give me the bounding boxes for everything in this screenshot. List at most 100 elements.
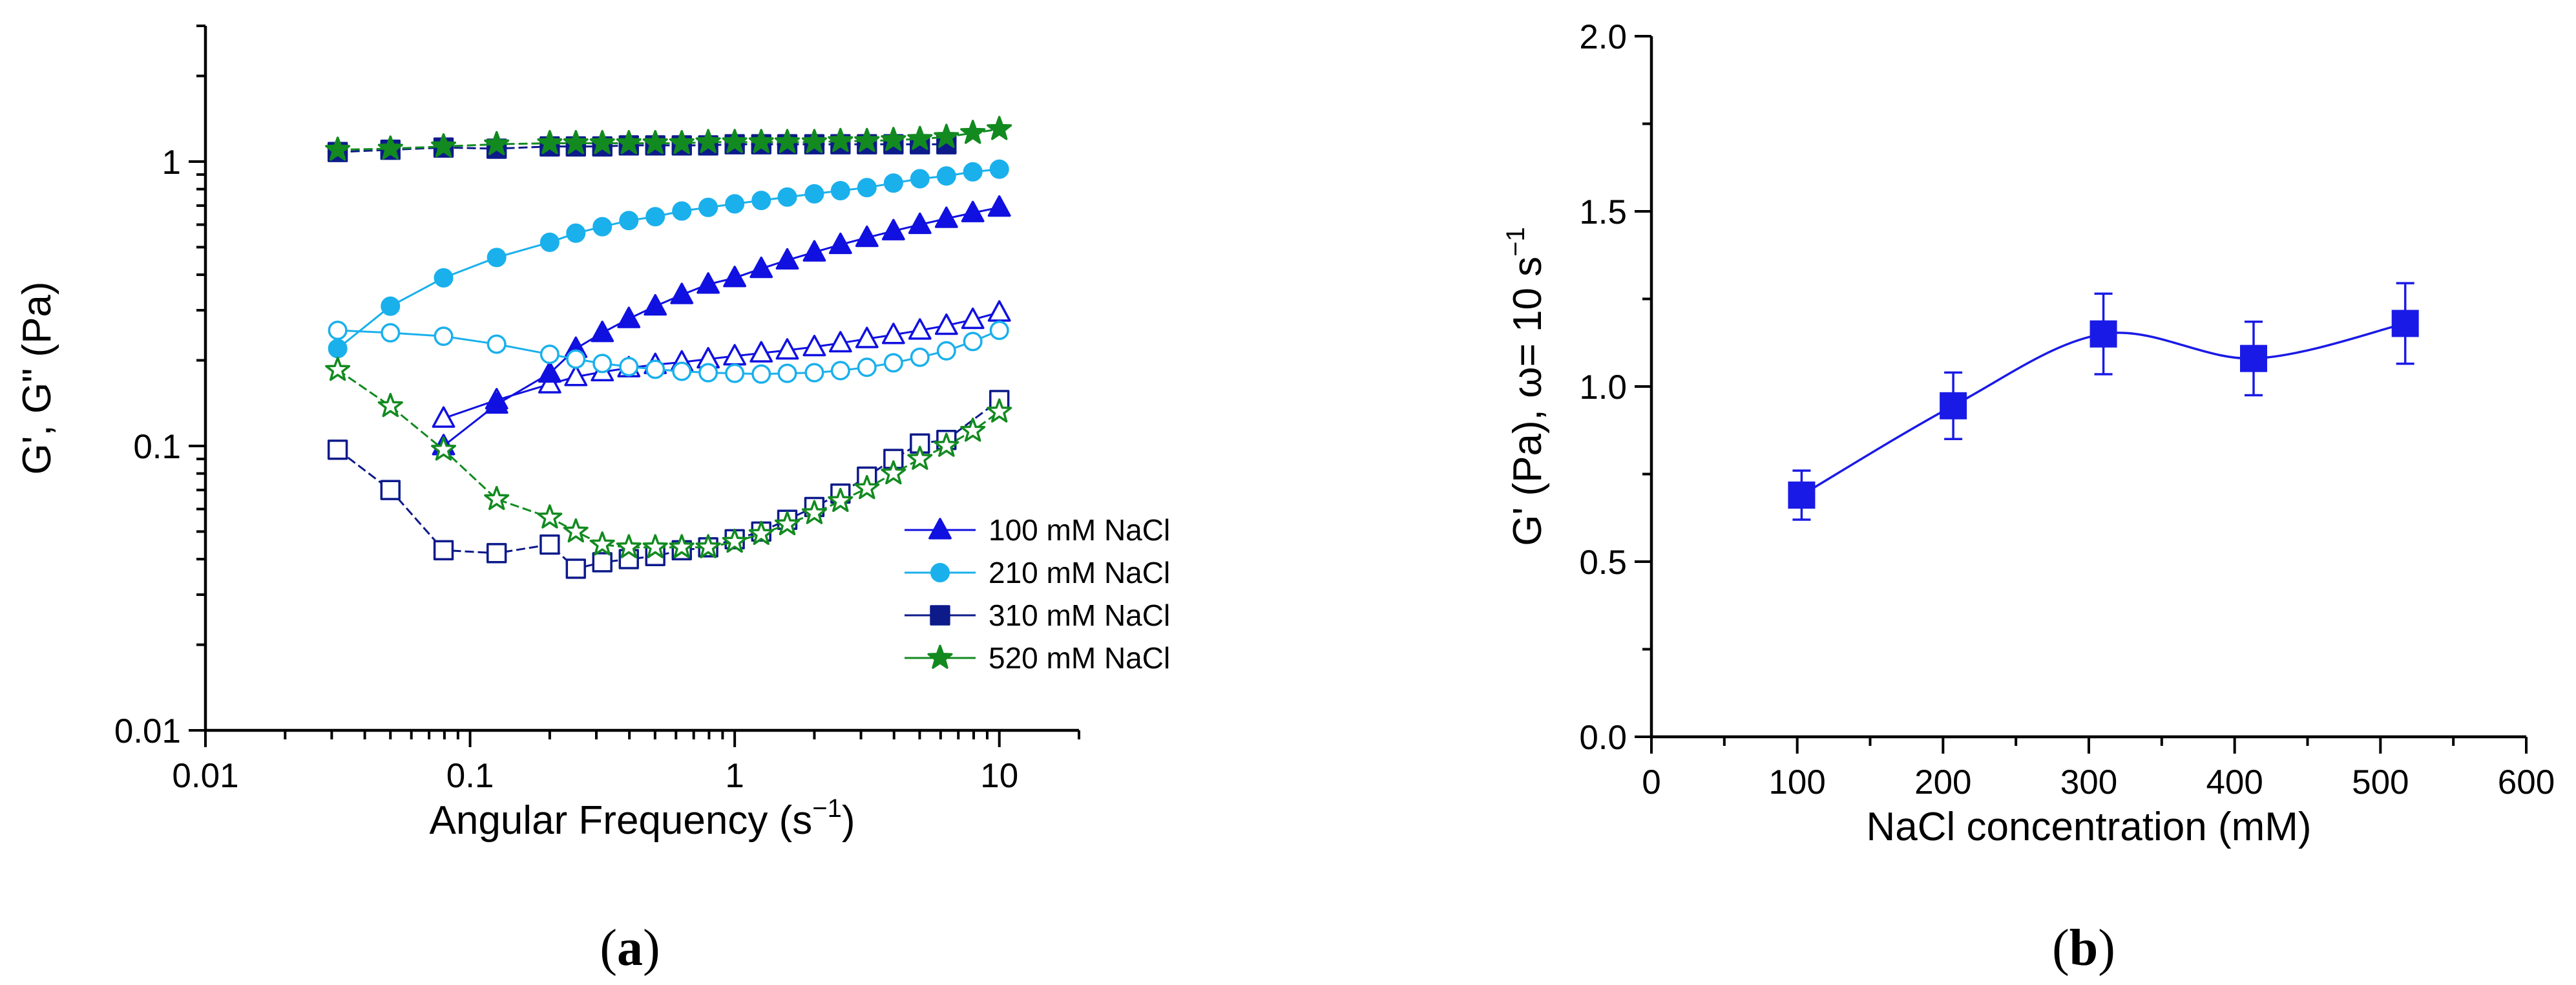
data-point <box>804 363 824 383</box>
x-tick-label: 200 <box>1914 763 1971 801</box>
data-point <box>989 159 1009 179</box>
legend-label: 310 mM NaCl <box>989 598 1170 632</box>
data-point <box>538 361 561 383</box>
data-point <box>619 357 639 377</box>
data-point <box>910 169 930 189</box>
data-point <box>828 127 853 153</box>
legend-marker <box>930 605 950 626</box>
data-point <box>328 339 348 359</box>
data-point <box>592 552 613 573</box>
data-point <box>2240 344 2268 372</box>
data-point <box>748 520 774 545</box>
data-point <box>881 218 905 240</box>
panel-b-tick-labels: 0 100 200 300 400 500 600 0.0 0.5 1.0 1.5 2.0 <box>1579 18 2555 801</box>
data-point <box>934 206 958 228</box>
data-point <box>855 326 879 348</box>
panel-a-axes-frame <box>204 26 1079 732</box>
y-tick-label: 1 <box>162 143 181 182</box>
data-point <box>486 543 507 564</box>
data-point <box>961 307 985 330</box>
data-point <box>934 313 958 335</box>
data-point <box>775 338 799 360</box>
data-point <box>616 130 642 154</box>
legend-label: 210 mM NaCl <box>989 556 1170 589</box>
data-point <box>698 197 718 217</box>
data-point <box>775 248 799 270</box>
data-point <box>987 116 1012 140</box>
data-point <box>432 406 456 428</box>
x-tick-label: 100 <box>1768 763 1825 801</box>
chart-panel-a: 0.01 0.1 1 10 0.01 0.1 1 Angular Frequency (s−… <box>15 25 1170 977</box>
data-point <box>963 162 983 182</box>
data-point <box>563 130 589 154</box>
data-point <box>672 201 692 221</box>
data-point <box>695 129 721 153</box>
data-point <box>960 418 986 442</box>
panel-b-axes-frame <box>1649 36 2526 739</box>
data-point <box>563 518 589 543</box>
data-point <box>960 120 986 144</box>
legend-marker <box>930 562 950 583</box>
data-point <box>644 294 667 316</box>
data-point <box>854 127 880 153</box>
data-point <box>881 127 906 151</box>
data-point <box>616 534 642 558</box>
data-point <box>910 433 930 454</box>
x-tick-label: 400 <box>2206 763 2263 801</box>
data-point <box>377 392 403 418</box>
data-point <box>855 225 879 248</box>
data-point <box>434 268 454 288</box>
data-point <box>487 334 507 354</box>
legend-label: 100 mM NaCl <box>989 513 1170 547</box>
data-point <box>642 130 668 154</box>
data-point <box>908 318 932 340</box>
y-tick-label: 0.0 <box>1579 719 1627 757</box>
data-point <box>802 240 826 262</box>
data-point <box>751 191 771 211</box>
data-point <box>828 331 852 353</box>
data-point <box>669 534 695 558</box>
data-point <box>989 321 1009 341</box>
data-point <box>722 528 748 553</box>
data-point <box>2089 320 2117 348</box>
panel-a-tick-labels: 0.01 0.1 1 10 0.01 0.1 1 <box>114 143 1018 795</box>
data-point <box>539 344 560 365</box>
data-point <box>325 356 351 381</box>
data-point <box>907 445 933 470</box>
x-tick-label: 300 <box>2060 763 2117 801</box>
panel-b-label: (b) <box>2052 920 2115 977</box>
data-point <box>2391 310 2419 337</box>
y-tick-label: 0.01 <box>114 712 181 750</box>
data-point <box>801 500 827 524</box>
panel-b-series <box>1788 282 2419 521</box>
data-point <box>381 323 401 343</box>
data-point <box>828 232 852 255</box>
data-point <box>380 480 401 500</box>
data-point <box>670 282 694 304</box>
data-point <box>327 440 348 460</box>
data-point <box>987 300 1011 322</box>
data-point <box>751 364 771 384</box>
data-point <box>854 474 880 500</box>
data-point <box>987 195 1011 217</box>
data-point <box>591 321 614 343</box>
data-point <box>830 180 850 201</box>
legend-marker <box>928 518 952 540</box>
data-point <box>434 326 454 346</box>
y-tick-label: 1.0 <box>1579 368 1627 407</box>
panel-a-ticks <box>189 25 1080 747</box>
panel-b-x-axis-label: NaCl concentration (mM) <box>1866 805 2311 849</box>
data-point <box>883 173 903 193</box>
data-point <box>749 256 773 279</box>
data-point <box>589 531 615 556</box>
data-point <box>696 272 720 294</box>
data-point <box>484 131 510 156</box>
data-point <box>804 184 824 204</box>
series-line <box>337 128 1000 151</box>
data-point <box>777 187 797 207</box>
data-point <box>881 323 905 344</box>
data-point <box>1940 392 1967 419</box>
panel-a-legend: 100 mM NaCl 210 mM NaCl 310 mM NaCl 520 mM … <box>905 513 1170 675</box>
data-point <box>485 392 508 414</box>
